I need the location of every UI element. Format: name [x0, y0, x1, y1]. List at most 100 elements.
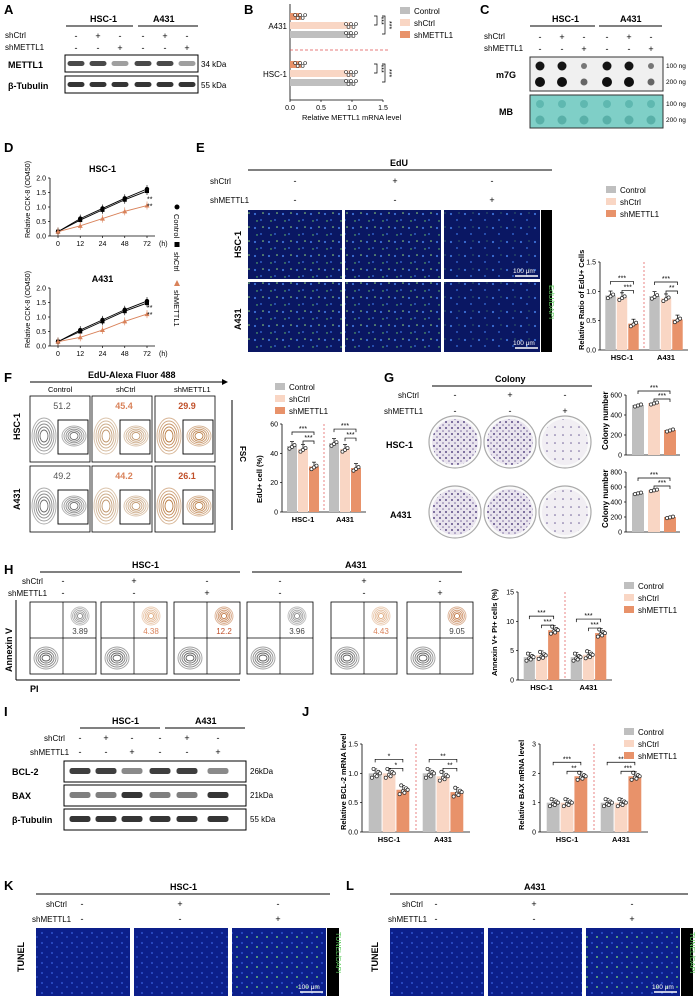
- data-point: [346, 82, 351, 86]
- data-point: [122, 318, 128, 324]
- data-point: [344, 31, 348, 35]
- data-point: [369, 775, 374, 780]
- data-point: [671, 514, 675, 519]
- bar: [523, 657, 535, 680]
- data-point: [606, 803, 611, 807]
- x-tick-label: HSC-1: [292, 515, 315, 524]
- data-point: [122, 208, 128, 214]
- dot: [580, 78, 588, 86]
- contour: [39, 652, 53, 664]
- contour: [106, 648, 128, 668]
- row-label-shmettl1: shMETTL1: [384, 407, 424, 416]
- contour: [183, 652, 197, 664]
- contour: [450, 609, 464, 623]
- panel-letter: J: [302, 704, 309, 719]
- bar: [351, 468, 361, 512]
- blot-band: [121, 792, 143, 798]
- row-label-shctrl: shCtrl: [22, 577, 43, 586]
- data-point: [439, 769, 444, 774]
- condition-sign: +: [103, 733, 108, 743]
- x-tick-label: 72: [143, 241, 151, 248]
- sign-grid: - - + - - + - - + - - +: [75, 31, 190, 53]
- dot-blot-mb: [529, 94, 664, 129]
- data-point: [343, 447, 347, 452]
- gate-percent: 44.2: [115, 471, 133, 481]
- condition-sign: -: [279, 576, 282, 586]
- contour: [336, 648, 358, 668]
- group-label-hsc1: HSC-1: [170, 882, 197, 892]
- y-tick-label: 1.5: [36, 190, 46, 197]
- contour: [194, 501, 204, 511]
- significance-bracket: [610, 281, 634, 285]
- y-tick-label: 0.5: [348, 800, 358, 807]
- gate: [182, 489, 214, 525]
- row-label-shmettl1: shMETTL1: [32, 915, 72, 924]
- contour: [72, 608, 88, 624]
- x-tick-label: HSC-1: [556, 835, 579, 844]
- kda-label: 55 kDa: [250, 815, 276, 824]
- micrograph: [444, 210, 540, 279]
- dot: [602, 115, 612, 125]
- data-point: [388, 774, 393, 779]
- panel-i: I HSC-1 A431 shCtrl shMETTL1 --+--+--+--…: [4, 704, 276, 831]
- legend-swatch: [275, 383, 285, 390]
- significance-bracket: [374, 63, 378, 74]
- x-unit-label: (h): [159, 241, 168, 248]
- bar: [660, 298, 672, 350]
- bar: [290, 31, 352, 38]
- significance-label: *: [395, 762, 398, 769]
- row-label-shctrl: shCtrl: [46, 900, 67, 909]
- gate: [119, 489, 151, 525]
- data-point: [629, 777, 634, 782]
- gate: [182, 419, 214, 455]
- significance-label: **: [571, 765, 577, 772]
- y-axis-label: Colony number: [601, 391, 610, 450]
- bar: [570, 657, 582, 680]
- contour: [412, 648, 434, 668]
- data-point: [548, 631, 553, 636]
- contour: [410, 646, 436, 670]
- data-point: [602, 631, 607, 636]
- group-label-hsc1: HSC-1: [552, 14, 579, 24]
- data-point: [334, 440, 339, 445]
- y-tick-label: 1.5: [348, 742, 358, 749]
- data-point: [349, 22, 353, 26]
- dot: [558, 100, 566, 108]
- contour: [164, 499, 174, 513]
- condition-sign: +: [95, 31, 100, 41]
- y-tick-label: 0.0: [36, 234, 46, 241]
- significance-bracket: [333, 428, 357, 433]
- significance-label: ***: [299, 426, 307, 433]
- dish: [432, 419, 478, 465]
- y-tick-label: 0: [618, 530, 622, 537]
- significance-bracket: [344, 437, 357, 442]
- bar: [605, 295, 616, 350]
- row-label-tunel: TUNEL: [370, 942, 380, 972]
- significance-bracket: [653, 398, 671, 402]
- quadrant-percent: 4.38: [143, 627, 159, 636]
- data-point: [378, 771, 382, 776]
- significance-label: ***: [346, 432, 354, 439]
- data-point: [634, 776, 639, 781]
- contour: [39, 499, 49, 513]
- contour: [160, 423, 178, 449]
- y-tick-label: 0.0: [586, 348, 596, 355]
- contour: [192, 500, 206, 512]
- bar: [298, 448, 308, 512]
- dot: [603, 100, 611, 108]
- condition-sign: -: [606, 32, 609, 42]
- panel-d: D HSC-1 0.0 0.5 1.0 1.5 2.0 0 12 24 48 72 (h) Relati…: [4, 140, 181, 358]
- data-point: [349, 79, 353, 83]
- significance-label: *: [388, 753, 391, 760]
- micrograph: [232, 928, 326, 996]
- data-point: [349, 31, 353, 35]
- data-point: [344, 79, 348, 83]
- data-point: [345, 446, 350, 451]
- bar: [560, 802, 574, 832]
- data-point: [351, 468, 356, 473]
- data-point: [617, 297, 622, 302]
- significance-label: **: [440, 753, 446, 760]
- condition-sign: +: [131, 576, 136, 586]
- significance-bracket: [552, 761, 582, 766]
